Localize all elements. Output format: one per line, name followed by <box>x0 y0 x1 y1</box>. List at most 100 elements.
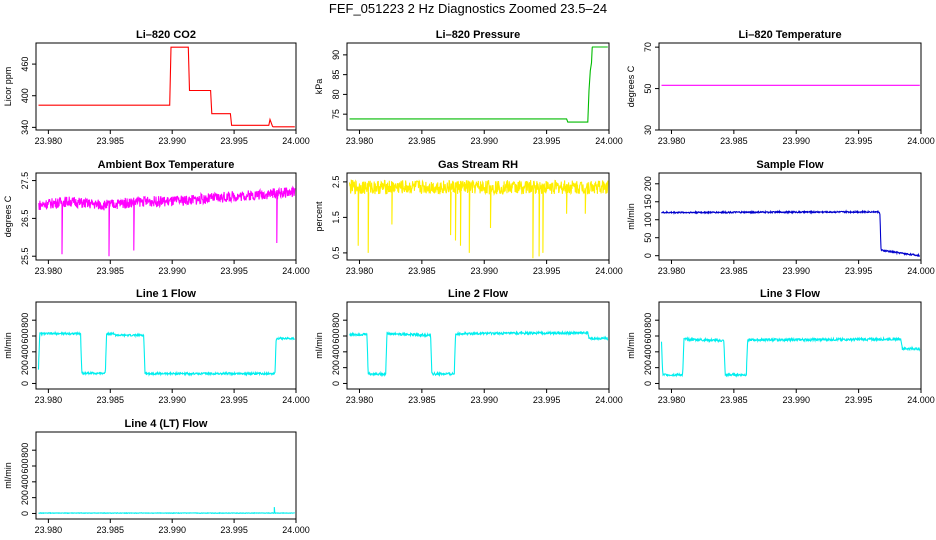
x-tick-label: 23.985 <box>97 266 125 276</box>
y-tick-label: 90 <box>331 50 341 60</box>
x-tick-label: 23.995 <box>845 266 873 276</box>
y-tick-label: 600 <box>331 328 341 343</box>
x-tick-label: 24.000 <box>595 136 623 146</box>
y-tick-label: 400 <box>20 88 30 103</box>
x-tick-label: 24.000 <box>907 136 935 146</box>
series-line-co2 <box>38 46 295 128</box>
y-tick-label: 0.5 <box>331 247 341 260</box>
chart-panel-box_temp: Ambient Box Temperature degrees C 23.980 23… <box>3 159 310 276</box>
y-axis-label: ml/min <box>314 332 324 359</box>
y-tick-label: 200 <box>20 360 30 375</box>
y-axis-label: ml/min <box>626 203 636 230</box>
y-tick-label: 150 <box>643 194 653 209</box>
y-tick-label: 75 <box>331 109 341 119</box>
x-tick-label: 23.985 <box>720 136 748 146</box>
x-tick-label: 24.000 <box>282 525 310 535</box>
y-tick-label: 25.5 <box>20 247 30 265</box>
x-tick-label: 23.980 <box>35 266 63 276</box>
x-tick-label: 23.995 <box>220 136 248 146</box>
y-tick-label: 85 <box>331 70 341 80</box>
y-tick-label: 1.5 <box>331 211 341 224</box>
y-tick-label: 50 <box>643 233 653 243</box>
y-tick-label: 200 <box>643 176 653 191</box>
x-tick-label: 23.995 <box>533 395 561 405</box>
y-tick-label: 340 <box>20 120 30 135</box>
x-tick-label: 23.995 <box>845 136 873 146</box>
x-tick-label: 23.990 <box>782 136 810 146</box>
figure-title: FEF_051223 2 Hz Diagnostics Zoomed 23.5–… <box>328 1 608 16</box>
y-tick-label: 400 <box>331 344 341 359</box>
y-tick-label: 27.5 <box>20 172 30 190</box>
x-tick-label: 23.985 <box>408 395 436 405</box>
plot-frame <box>346 42 610 131</box>
series-line-line-4 <box>38 507 295 515</box>
series-line-line-3 <box>660 336 921 378</box>
plot-frame <box>346 301 610 390</box>
y-axis-label: degrees C <box>3 195 13 237</box>
x-tick-label: 23.990 <box>470 136 498 146</box>
x-tick-label: 24.000 <box>595 266 623 276</box>
x-tick-label: 23.980 <box>35 525 63 535</box>
series-line-line-1 <box>37 330 295 377</box>
y-tick-label: 800 <box>20 313 30 328</box>
plot-frame <box>658 42 922 131</box>
x-tick-label: 24.000 <box>907 395 935 405</box>
chart-title: Ambient Box Temperature <box>98 159 235 171</box>
x-tick-label: 23.995 <box>533 266 561 276</box>
series-line-rh <box>348 179 609 259</box>
x-tick-label: 23.985 <box>97 395 125 405</box>
x-tick-label: 23.990 <box>470 395 498 405</box>
y-tick-label: 400 <box>20 344 30 359</box>
x-tick-label: 23.980 <box>658 136 686 146</box>
x-tick-label: 23.990 <box>158 136 186 146</box>
x-tick-label: 23.980 <box>658 395 686 405</box>
y-tick-label: 0 <box>643 381 653 386</box>
y-axis-label: degrees C <box>626 65 636 107</box>
chart-panel-co2: Li–820 CO2 Licor ppm 23.980 23.985 23.990 23.… <box>3 29 310 146</box>
chart-panel-line3: Line 3 Flow ml/min 23.980 23.985 23.990 23.99… <box>626 288 935 405</box>
plot-frame <box>35 172 297 261</box>
series-line-sample-flow <box>661 209 921 257</box>
chart-panel-sample_flow: Sample Flow ml/min 23.980 23.985 23.990 23.99… <box>626 159 935 276</box>
x-tick-label: 23.990 <box>158 525 186 535</box>
chart-title: Line 2 Flow <box>448 288 508 300</box>
y-tick-label: 600 <box>20 328 30 343</box>
y-tick-label: 0 <box>20 381 30 386</box>
x-tick-label: 23.980 <box>346 266 374 276</box>
x-tick-label: 23.990 <box>782 266 810 276</box>
series-line-box-temp <box>37 185 296 257</box>
y-tick-label: 600 <box>20 458 30 473</box>
x-tick-label: 24.000 <box>595 395 623 405</box>
chart-panel-line1: Line 1 Flow ml/min 23.980 23.985 23.990 23.99… <box>3 288 310 405</box>
chart-panel-rh: Gas Stream RH percent 23.980 23.985 23.990 23… <box>314 159 623 276</box>
x-tick-label: 24.000 <box>907 266 935 276</box>
x-tick-label: 23.990 <box>158 395 186 405</box>
chart-panel-line2: Line 2 Flow ml/min 23.980 23.985 23.990 23.99… <box>314 288 623 405</box>
chart-title: Line 4 (LT) Flow <box>125 418 208 430</box>
x-tick-label: 23.980 <box>35 136 63 146</box>
x-tick-label: 23.995 <box>220 266 248 276</box>
x-tick-label: 23.995 <box>220 395 248 405</box>
x-tick-label: 23.980 <box>658 266 686 276</box>
y-axis-label: ml/min <box>3 462 13 489</box>
chart-panel-line4: Line 4 (LT) Flow ml/min 23.980 23.985 23.990… <box>3 418 310 535</box>
y-tick-label: 0 <box>20 511 30 516</box>
plot-frame <box>658 172 922 261</box>
series-line-pressure <box>349 46 608 123</box>
plot-frame <box>35 301 297 390</box>
y-tick-label: 2.5 <box>331 176 341 189</box>
chart-title: Gas Stream RH <box>438 159 518 171</box>
y-tick-label: 400 <box>643 344 653 359</box>
plot-frame <box>35 431 297 520</box>
x-tick-label: 24.000 <box>282 136 310 146</box>
x-tick-label: 23.985 <box>97 136 125 146</box>
y-tick-label: 800 <box>643 313 653 328</box>
y-tick-label: 400 <box>20 474 30 489</box>
chart-title: Li–820 CO2 <box>136 29 196 41</box>
x-tick-label: 23.980 <box>346 136 374 146</box>
x-tick-label: 23.985 <box>97 525 125 535</box>
y-tick-label: 600 <box>643 328 653 343</box>
y-tick-label: 26.5 <box>20 210 30 228</box>
y-axis-label: ml/min <box>3 332 13 359</box>
plot-frame <box>346 172 610 261</box>
